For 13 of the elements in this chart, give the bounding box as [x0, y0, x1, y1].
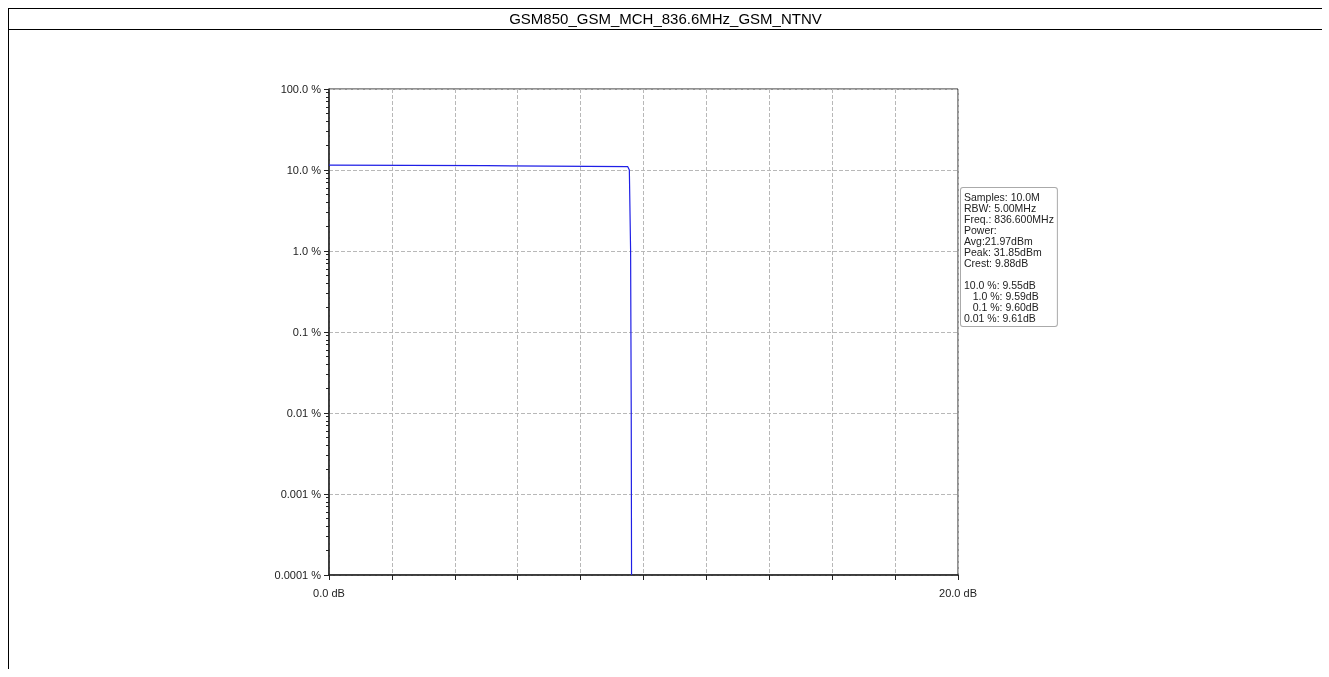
- y-tick-label: 0.01 %: [286, 407, 322, 419]
- text: Samples: 10.0M RBW: 5.00MHz Freq.: 836.600MHz Power: Avg:21.97dBm Peak: 31.85dBm Crest: 9.88dB: [964, 190, 1054, 269]
- y-tick-label: 0.0001 %: [274, 569, 322, 581]
- chart-title: GSM850_GSM_MCH_836.6MHz_GSM_NTNV: [9, 9, 1322, 30]
- line-series: [328, 164, 633, 576]
- text: 10.0 %: 9.55dB 1.0 %: 9.59dB 0.1 %: 9.60dB 0.01 %: 9.61dB: [964, 278, 1039, 324]
- y-tick-label: 1.0 %: [292, 245, 322, 257]
- x-tick-label: 0.0 dB: [313, 586, 345, 599]
- x-tick-label: 20.0 dB: [939, 586, 977, 599]
- y-tick-label: 0.1 %: [292, 326, 322, 338]
- y-tick-label: 0.001 %: [280, 488, 322, 500]
- y-tick-label: 100.0 %: [280, 83, 322, 95]
- y-tick-label: 10.0 %: [286, 164, 322, 176]
